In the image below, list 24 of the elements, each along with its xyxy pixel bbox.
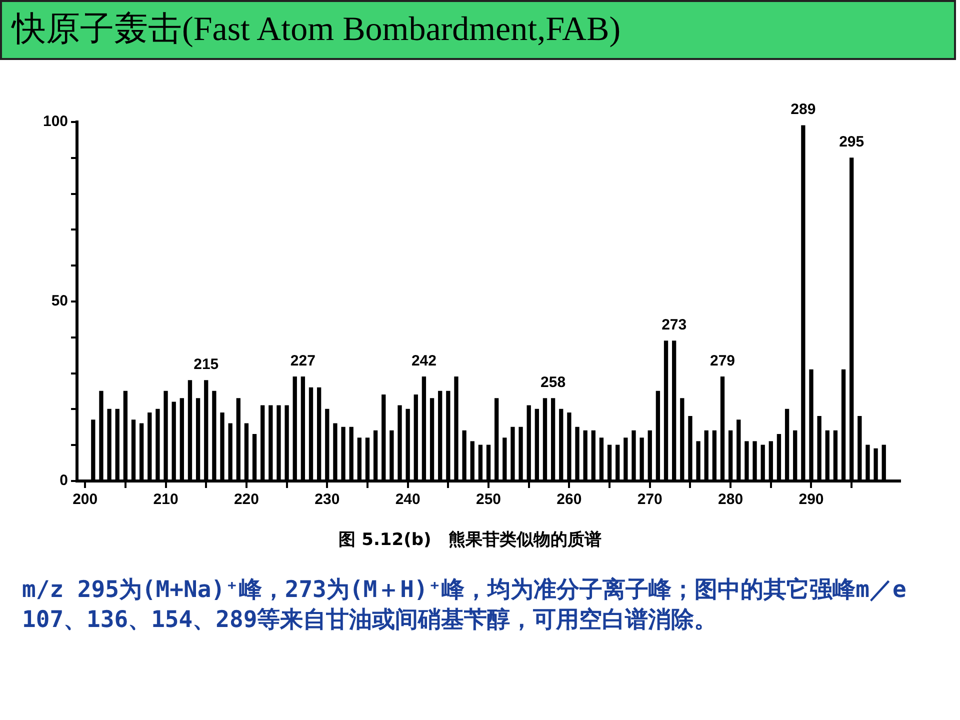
caption: 图 5.12(b) 熊果苷类似物的质谱 xyxy=(338,529,602,551)
annotation: 242 xyxy=(411,352,436,370)
annotation: 279 xyxy=(710,352,736,370)
y-tick-label: 0 xyxy=(60,472,68,490)
y-tick-label: 100 xyxy=(42,113,68,130)
x-tick-label: 270 xyxy=(637,491,662,508)
annotation: 258 xyxy=(540,374,566,392)
x-tick-label: 200 xyxy=(72,491,98,508)
annotation: 295 xyxy=(839,134,864,151)
annotation: 273 xyxy=(662,316,687,334)
annotation: 227 xyxy=(290,352,316,370)
annotation: 215 xyxy=(194,356,219,374)
chart-title: 快原子轰击(Fast Atom Bombardment,FAB) xyxy=(0,0,956,60)
x-tick-label: 260 xyxy=(556,491,582,508)
y-tick-label: 50 xyxy=(51,292,68,310)
x-tick-label: 230 xyxy=(314,491,340,508)
x-tick-label: 210 xyxy=(153,491,178,508)
x-tick-label: 290 xyxy=(798,491,824,508)
x-tick-label: 280 xyxy=(718,491,744,508)
x-tick-label: 220 xyxy=(234,491,259,508)
text: m/z 295为(M+Na)⁺峰，273为(M＋H)⁺峰，均为准分子离子峰；图中的其它强峰m／e 107、136、154、289等来自甘油或间硝基苄醇，可用空白谱消除。 xyxy=(22,576,908,635)
annotation: 289 xyxy=(790,101,816,118)
x-tick-label: 240 xyxy=(395,491,420,508)
x-tick-label: 250 xyxy=(476,491,502,508)
